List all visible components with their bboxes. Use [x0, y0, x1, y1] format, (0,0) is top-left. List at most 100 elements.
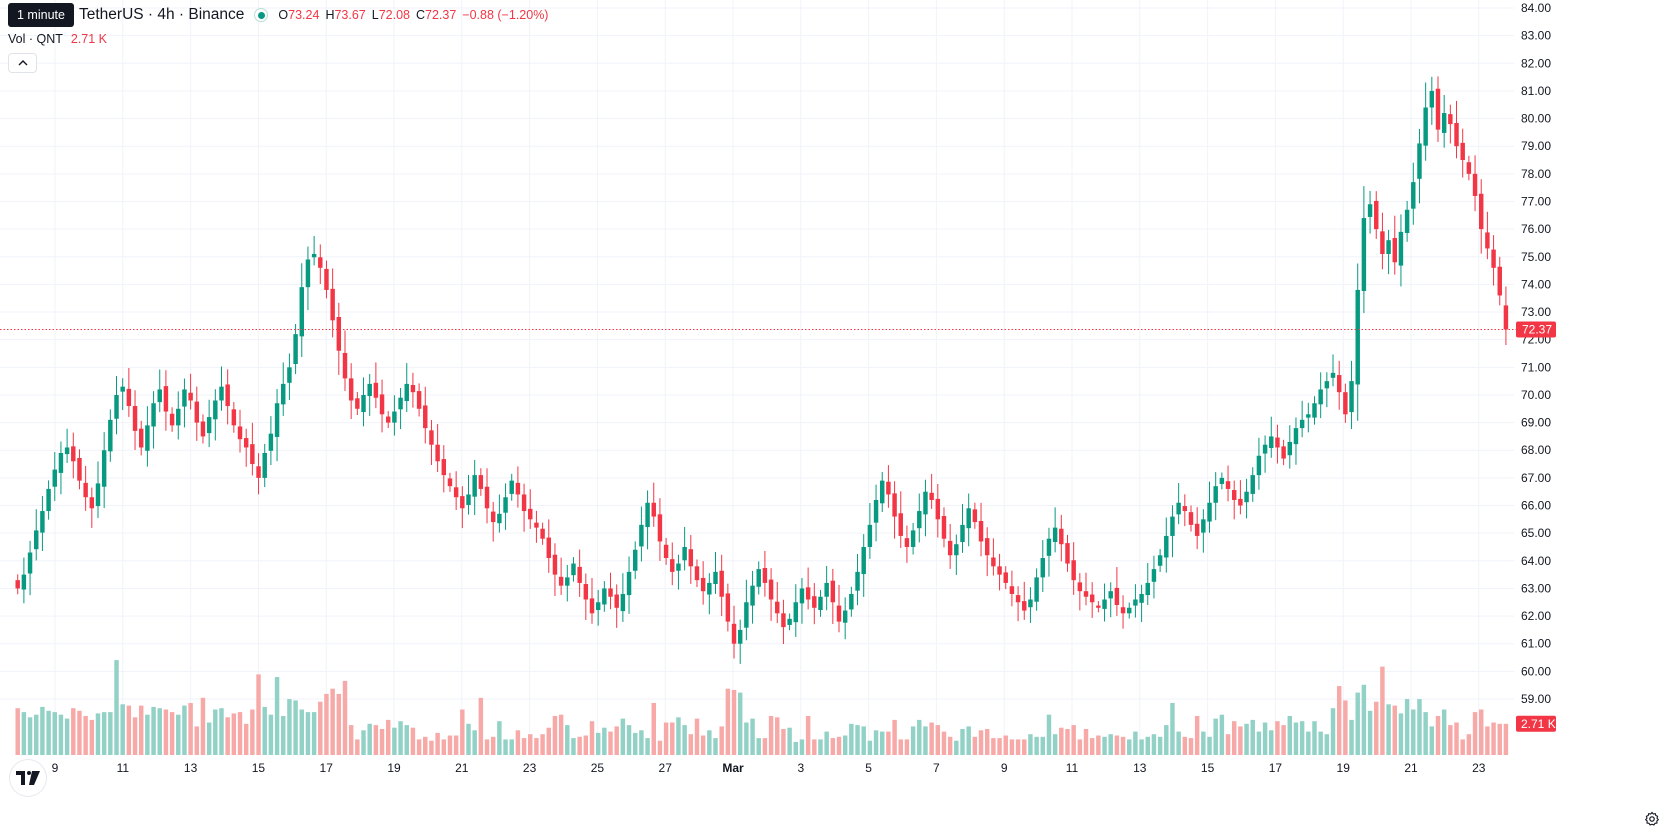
volume-bar	[1120, 736, 1126, 755]
volume-bar	[947, 736, 953, 755]
candle-body	[818, 596, 823, 610]
candle-body	[213, 400, 218, 420]
market-status-icon[interactable]	[254, 8, 269, 22]
volume-bars	[15, 660, 1509, 755]
candle-body	[1503, 305, 1509, 330]
candle-body	[132, 406, 138, 431]
candle-body	[682, 546, 687, 561]
candle-body	[1256, 455, 1262, 476]
candle-body	[1194, 523, 1200, 536]
volume-bar	[552, 716, 558, 755]
candle-body	[799, 588, 805, 604]
volume-bar	[398, 721, 403, 755]
volume-bar	[410, 727, 416, 755]
volume-bar	[188, 703, 193, 755]
volume-bar	[1164, 725, 1169, 755]
volume-bar	[336, 693, 342, 755]
time-axis[interactable]: 9 11 13 15 17 19 21 23 25 27 Mar 3 5 7 9 11 13 15 17 19 21 23	[52, 761, 1486, 775]
collapse-legend-button[interactable]	[8, 53, 37, 73]
time-tick-label: 23	[1472, 761, 1486, 775]
volume-bar	[1108, 734, 1113, 755]
candle-body	[805, 587, 811, 600]
candle-body	[725, 593, 731, 622]
volume-bar	[1213, 718, 1218, 755]
candle-body	[997, 566, 1002, 575]
volume-bar	[682, 725, 687, 755]
candle-body	[441, 459, 447, 476]
interval-tooltip: 1 minute	[8, 3, 74, 27]
candle-body	[318, 257, 323, 268]
price-tick-label: 84.00	[1521, 1, 1551, 15]
candle-body	[1454, 122, 1459, 147]
volume-bar	[737, 692, 743, 755]
candle-body	[602, 588, 607, 605]
candle-body	[256, 466, 261, 478]
candle-body	[626, 571, 632, 596]
candle-body	[34, 530, 39, 550]
volume-bar	[1361, 684, 1367, 755]
candle-body	[552, 554, 558, 575]
candle-body	[595, 602, 601, 610]
volume-bar	[1194, 716, 1200, 755]
volume-bar	[1448, 725, 1453, 755]
candle-body	[676, 563, 681, 571]
volume-bar	[1059, 727, 1064, 755]
volume-bar	[256, 674, 261, 755]
candle-body	[707, 582, 712, 595]
volume-bar	[225, 717, 230, 755]
volume-bar	[719, 726, 724, 755]
candle-body	[1275, 437, 1280, 448]
volume-bar	[941, 731, 947, 755]
volume-bar	[1293, 722, 1299, 755]
candle-body	[1287, 441, 1293, 456]
candle-body	[1170, 516, 1175, 536]
candle-body	[781, 613, 786, 628]
candle-body	[237, 426, 243, 440]
volume-bar	[1380, 666, 1385, 755]
time-tick-label: 21	[455, 761, 469, 775]
candle-body	[478, 475, 484, 489]
volume-bar	[966, 726, 971, 755]
volume-bar	[1139, 739, 1144, 755]
time-tick-label: 5	[865, 761, 872, 775]
volume-bar	[713, 738, 718, 755]
volume-bar	[287, 699, 292, 755]
volume-bar	[1188, 738, 1194, 755]
volume-bar	[34, 714, 39, 755]
volume-bar	[490, 736, 496, 755]
price-tick-label: 80.00	[1521, 112, 1551, 126]
volume-bar	[194, 726, 200, 755]
candle-body	[1133, 599, 1138, 606]
volume-bar	[855, 725, 860, 755]
candle-body	[1417, 143, 1422, 179]
candle-body	[243, 438, 249, 448]
candle-body	[768, 579, 774, 600]
candle-body	[472, 475, 477, 497]
symbol-title[interactable]: TetherUS · 4h · Binance	[79, 6, 245, 23]
gear-icon[interactable]	[1644, 811, 1660, 827]
candle-body	[620, 593, 626, 612]
volume-bar	[824, 731, 829, 755]
price-axis[interactable]: 59.00 60.00 61.00 62.00 63.00 64.00 65.00 66.00…	[1521, 1, 1551, 706]
candle-body	[1330, 372, 1336, 378]
candle-body	[188, 392, 193, 401]
candle-body	[737, 629, 743, 644]
candle-body	[1281, 446, 1286, 459]
candle-body	[1182, 506, 1188, 512]
tradingview-logo[interactable]	[10, 760, 46, 796]
volume-bar	[1417, 699, 1422, 755]
volume-bar	[756, 738, 761, 755]
candle-body	[898, 513, 903, 536]
volume-bar	[447, 735, 453, 755]
volume-bar	[466, 723, 471, 755]
candle-body	[1009, 586, 1015, 594]
candle-body	[1386, 240, 1391, 254]
volume-bar	[46, 710, 51, 755]
candle-body	[966, 508, 971, 529]
volume-bar	[274, 677, 280, 755]
candle-body	[1269, 436, 1274, 449]
price-tick-label: 71.00	[1521, 360, 1551, 374]
volume-bar	[571, 738, 576, 755]
volume-bar	[836, 736, 842, 755]
